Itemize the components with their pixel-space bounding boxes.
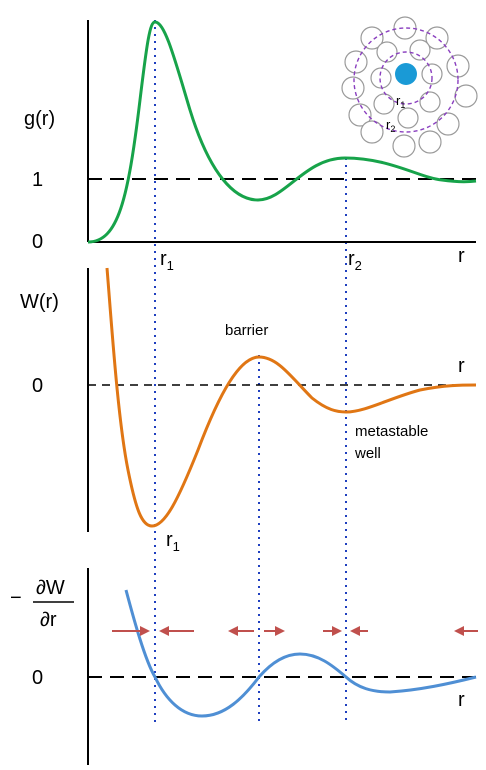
- inset-neighbor: [393, 16, 417, 40]
- inset-r2-label: r2: [386, 117, 395, 134]
- g-tick-zero: 0: [32, 231, 43, 253]
- inset-neighbor: [421, 63, 443, 85]
- inset-neighbor: [376, 41, 398, 63]
- f-y-denominator: ∂r: [40, 609, 57, 631]
- inset-neighbor: [360, 26, 384, 50]
- f-y-numerator: ∂W: [36, 577, 65, 599]
- inset-center-particle: [395, 63, 417, 85]
- g-r1-label: r1: [160, 248, 174, 273]
- g-y-label: g(r): [24, 108, 55, 130]
- inset-neighbor: [344, 50, 368, 74]
- w-r1-label: r1: [166, 529, 180, 554]
- g-tick-one: 1: [32, 169, 43, 191]
- inset-neighbor: [454, 84, 478, 108]
- inset-shell-diagram: r1 r2: [341, 16, 478, 158]
- arrow-left-3-head: [350, 626, 360, 636]
- inset-neighbor: [419, 91, 441, 113]
- w-x-label: r: [458, 355, 465, 377]
- inset-neighbor: [446, 54, 470, 78]
- inset-neighbor: [373, 93, 395, 115]
- f-y-minus: −: [10, 587, 22, 609]
- inset-first-shell: [379, 51, 433, 105]
- f-tick-zero: 0: [32, 667, 43, 689]
- w-curve: [105, 267, 477, 528]
- inset-neighbor: [392, 134, 416, 158]
- w-barrier-label: barrier: [225, 322, 268, 339]
- g-curve: [87, 20, 477, 244]
- inset-neighbor: [409, 39, 431, 61]
- inset-neighbor: [436, 112, 460, 136]
- force-arrows: [112, 626, 478, 636]
- f-x-label: r: [458, 689, 465, 711]
- w-well-label-line2: well: [354, 445, 381, 462]
- w-tick-zero: 0: [32, 375, 43, 397]
- arrow-left-1-head: [159, 626, 169, 636]
- g-x-label: r: [458, 245, 465, 267]
- panel-g: g(r) 1 0 r1 r2 r: [24, 20, 477, 273]
- inset-neighbor: [370, 67, 392, 89]
- arrow-right-2-head: [275, 626, 285, 636]
- f-curve: [124, 589, 477, 718]
- inset-r1-label: r1: [396, 93, 405, 110]
- inset-neighbor: [348, 103, 372, 127]
- arrow-left-4-head: [454, 626, 464, 636]
- arrow-right-1-head: [140, 626, 150, 636]
- inset-second-shell: [353, 27, 459, 133]
- inset-neighbor: [360, 120, 384, 144]
- inset-neighbor: [425, 26, 449, 50]
- w-y-label: W(r): [20, 291, 59, 313]
- inset-neighbor: [397, 107, 419, 129]
- w-well-label-line1: metastable: [355, 423, 428, 440]
- panel-force: − ∂W ∂r 0 r: [10, 568, 478, 765]
- arrow-left-2-head: [228, 626, 238, 636]
- arrow-right-3-head: [332, 626, 342, 636]
- inset-neighbor: [341, 76, 365, 100]
- inset-neighbor: [418, 130, 442, 154]
- g-r2-label: r2: [348, 248, 362, 273]
- panel-w: W(r) 0 barrier r metastable well r1: [20, 267, 477, 554]
